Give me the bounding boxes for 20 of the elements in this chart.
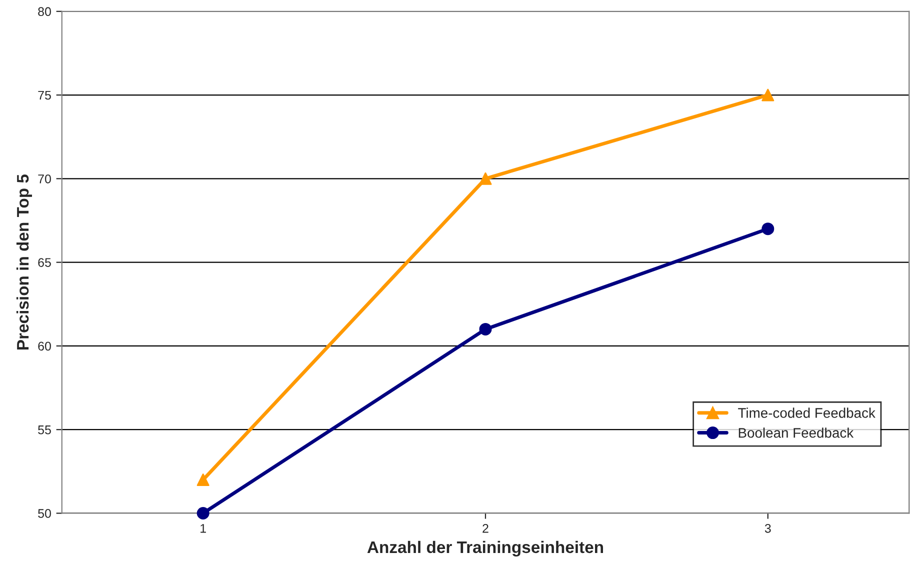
x-tick-label: 1 (200, 524, 206, 533)
x-tick-label: 3 (764, 524, 771, 533)
y-tick-label: 65 (38, 258, 51, 267)
y-tick-label: 75 (38, 90, 51, 100)
point (479, 172, 492, 185)
y-tick-label: 70 (38, 174, 51, 184)
x-axis-title: Anzahl der Trainingseinheiten (367, 540, 603, 556)
y-tick-label: 60 (38, 342, 51, 351)
point (479, 322, 492, 336)
point (762, 222, 774, 236)
point (196, 474, 210, 486)
y-tick-label: 50 (38, 509, 51, 518)
x-tick-label: 2 (482, 524, 488, 533)
y-tick-label: 55 (38, 426, 51, 434)
y-axis-title: Precision in den Top 5 (16, 174, 32, 350)
legend-label: Time-coded Feedback (738, 408, 876, 418)
point (196, 506, 210, 520)
legend-label: Boolean Feedback (738, 428, 854, 438)
y-tick-label: 80 (38, 7, 51, 16)
point (762, 88, 774, 102)
